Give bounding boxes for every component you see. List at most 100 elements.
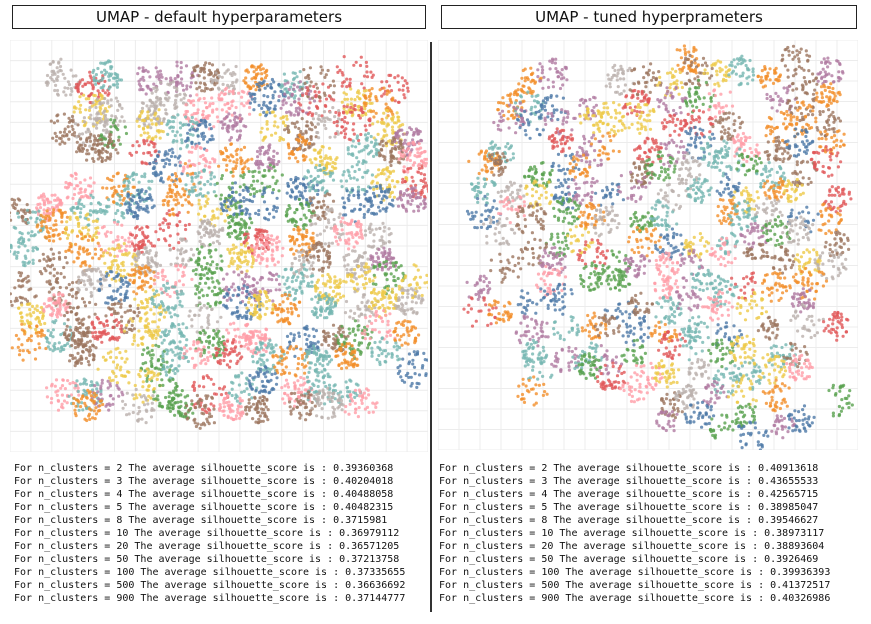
scatter-point bbox=[137, 256, 140, 259]
scatter-point bbox=[316, 214, 319, 217]
scatter-point bbox=[30, 230, 33, 233]
scatter-point bbox=[323, 167, 326, 170]
scatter-point bbox=[50, 248, 53, 251]
scatter-point bbox=[380, 190, 383, 193]
scatter-point bbox=[310, 216, 313, 219]
scatter-point bbox=[66, 87, 69, 90]
scatter-point bbox=[309, 199, 312, 202]
scatter-point bbox=[324, 217, 327, 220]
scatter-point bbox=[359, 133, 362, 136]
scatter-point bbox=[195, 87, 198, 90]
scatter-point bbox=[393, 157, 396, 160]
scatter-point bbox=[65, 220, 68, 223]
scatter-point bbox=[216, 279, 219, 282]
scatter-point bbox=[315, 83, 318, 86]
scatter-point bbox=[365, 70, 368, 73]
scatter-point bbox=[211, 280, 214, 283]
scatter-point bbox=[363, 171, 366, 174]
scatter-point bbox=[356, 283, 359, 286]
scatter-point bbox=[381, 268, 384, 271]
scatter-point bbox=[364, 102, 367, 105]
scatter-point bbox=[310, 80, 313, 83]
scatter-point bbox=[306, 275, 309, 278]
scatter-point bbox=[344, 132, 347, 135]
scatter-point bbox=[307, 170, 310, 173]
scatter-point bbox=[316, 250, 319, 253]
scatter-point bbox=[401, 76, 404, 79]
scatter-point bbox=[155, 251, 158, 254]
scatter-point bbox=[179, 71, 182, 74]
scatter-point bbox=[143, 142, 146, 145]
scatter-point bbox=[228, 265, 231, 268]
scatter-point bbox=[65, 226, 68, 229]
scatter-point bbox=[259, 131, 262, 134]
scatter-point bbox=[52, 239, 55, 242]
scatter-point bbox=[319, 168, 322, 171]
scatter-point bbox=[132, 281, 135, 284]
scatter-point bbox=[411, 186, 414, 189]
scatter-point bbox=[360, 106, 363, 109]
scatter-point bbox=[95, 127, 98, 130]
scatter-point bbox=[334, 167, 337, 170]
scatter-point bbox=[104, 114, 107, 117]
scatter-point bbox=[369, 231, 372, 234]
scatter-point bbox=[32, 249, 35, 252]
scatter-point bbox=[321, 270, 324, 273]
scatter-point bbox=[191, 74, 194, 77]
scatter-point bbox=[51, 73, 54, 76]
scatter-point bbox=[272, 165, 275, 168]
scatter-point bbox=[82, 94, 85, 97]
scatter-point bbox=[231, 257, 234, 260]
scatter-point bbox=[343, 206, 346, 209]
scatter-point bbox=[346, 121, 349, 124]
scatter-point bbox=[372, 155, 375, 158]
scatter-point bbox=[375, 97, 378, 100]
scatter-point bbox=[45, 81, 48, 84]
scatter-point bbox=[388, 195, 391, 198]
scatter-point bbox=[100, 138, 103, 141]
scatter-point bbox=[317, 175, 320, 178]
scatter-point bbox=[53, 194, 56, 197]
scatter-point bbox=[178, 93, 181, 96]
scatter-point bbox=[424, 202, 427, 205]
scatter-point bbox=[201, 268, 204, 271]
scatter-point bbox=[373, 274, 376, 277]
scatter-point bbox=[343, 258, 346, 261]
scatter-point bbox=[199, 240, 202, 243]
scatter-point bbox=[308, 189, 311, 192]
scatter-point bbox=[80, 195, 83, 198]
scatter-point bbox=[184, 103, 187, 106]
scatter-point bbox=[295, 208, 298, 211]
scatter-point bbox=[132, 195, 135, 198]
scatter-point bbox=[333, 121, 336, 124]
scatter-point bbox=[241, 278, 244, 281]
scatter-point bbox=[327, 86, 330, 89]
scatter-point bbox=[105, 235, 108, 238]
scatter-point bbox=[169, 234, 172, 237]
scatter-point bbox=[271, 243, 274, 246]
scatter-point bbox=[291, 280, 294, 283]
scatter-point bbox=[139, 85, 142, 88]
scatter-point bbox=[308, 181, 311, 184]
scatter-point bbox=[11, 204, 14, 207]
scatter-point bbox=[119, 198, 122, 201]
scatter-point bbox=[178, 220, 181, 223]
scatter-point bbox=[173, 183, 176, 186]
scatter-point bbox=[375, 112, 378, 115]
scatter-point bbox=[150, 198, 153, 201]
scatter-point bbox=[234, 199, 237, 202]
scatter-point bbox=[22, 238, 25, 241]
scatter-point bbox=[347, 148, 350, 151]
scatter-point bbox=[77, 146, 80, 149]
scatter-point bbox=[36, 316, 39, 319]
scatter-point bbox=[95, 116, 98, 119]
scatter-point bbox=[333, 218, 336, 221]
scatter-point bbox=[402, 133, 405, 136]
scatter-point bbox=[87, 239, 90, 242]
scatter-point bbox=[53, 89, 56, 92]
scatter-point bbox=[59, 200, 62, 203]
scatter-point bbox=[164, 239, 167, 242]
scatter-point bbox=[73, 212, 76, 215]
scatter-point bbox=[258, 65, 261, 68]
scatter-point bbox=[223, 288, 226, 291]
